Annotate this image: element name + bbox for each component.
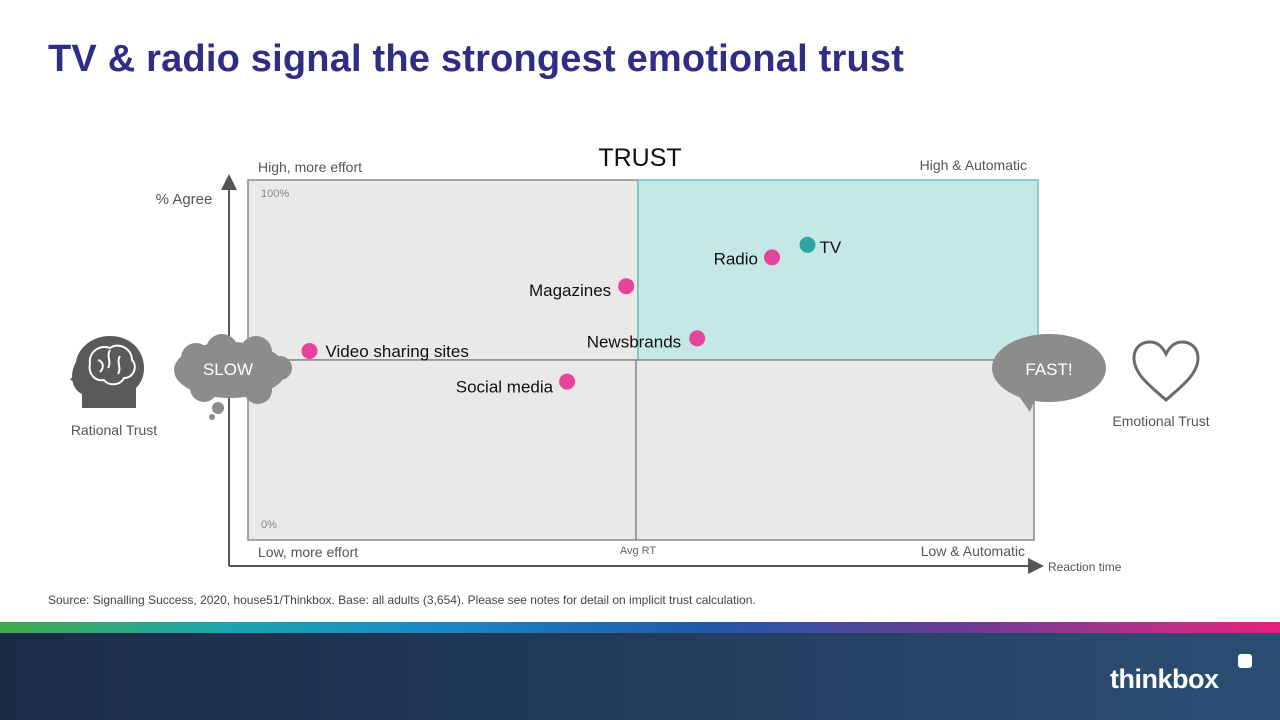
point-tv xyxy=(799,236,816,253)
point-label-radio: Radio xyxy=(714,249,758,268)
rational-trust-label: Rational Trust xyxy=(71,422,157,438)
emotional-trust-label: Emotional Trust xyxy=(1112,413,1209,429)
quadrant-top-left xyxy=(247,179,639,361)
slide-title: TV & radio signal the strongest emotiona… xyxy=(48,38,905,80)
point-label-video-sharing-sites: Video sharing sites xyxy=(326,342,469,361)
chart-title: TRUST xyxy=(598,144,681,172)
quadrant-label-top-right: High & Automatic xyxy=(920,157,1027,173)
quadrant-label-bottom-right: Low & Automatic xyxy=(921,543,1025,559)
y-tick-top: 100% xyxy=(261,188,289,200)
x-mid-label: Avg RT xyxy=(620,545,657,557)
point-video-sharing-sites xyxy=(301,343,318,359)
y-tick-bottom: 0% xyxy=(261,519,277,531)
point-label-social-media: Social media xyxy=(456,378,554,397)
slow-label: SLOW xyxy=(203,360,253,379)
source-note: Source: Signalling Success, 2020, house5… xyxy=(48,593,756,607)
logo-square-icon xyxy=(1238,654,1252,668)
trust-chart: TRUST % Agree Reaction time 100% 0% Avg … xyxy=(70,144,1210,574)
point-label-newsbrands: Newsbrands xyxy=(587,332,682,351)
brain-head-icon xyxy=(70,336,144,408)
point-newsbrands xyxy=(689,330,706,347)
point-label-tv: TV xyxy=(820,238,842,257)
quadrant-label-top-left: High, more effort xyxy=(258,159,362,175)
quadrant-label-bottom-left: Low, more effort xyxy=(258,544,358,560)
x-axis-label: Reaction time xyxy=(1048,560,1122,574)
data-points: TV Radio Magazines Newsbrands Video sharing … xyxy=(301,236,842,397)
gradient-stripe xyxy=(0,622,1280,633)
thinkbox-logo: thinkbox xyxy=(1110,664,1219,694)
point-magazines xyxy=(618,278,635,295)
footer-band xyxy=(0,633,1280,720)
point-social-media xyxy=(559,373,576,390)
quadrant-bottom-right xyxy=(635,359,1035,541)
fast-bubble: FAST! xyxy=(992,334,1106,412)
point-radio xyxy=(764,249,780,266)
quadrant-bottom-left xyxy=(247,359,637,541)
slow-bubble: SLOW xyxy=(174,334,292,420)
fast-label: FAST! xyxy=(1025,360,1072,379)
y-axis-label: % Agree xyxy=(156,191,213,208)
quadrant-top-right xyxy=(637,179,1039,361)
point-label-magazines: Magazines xyxy=(529,281,611,300)
heart-icon xyxy=(1132,340,1200,402)
